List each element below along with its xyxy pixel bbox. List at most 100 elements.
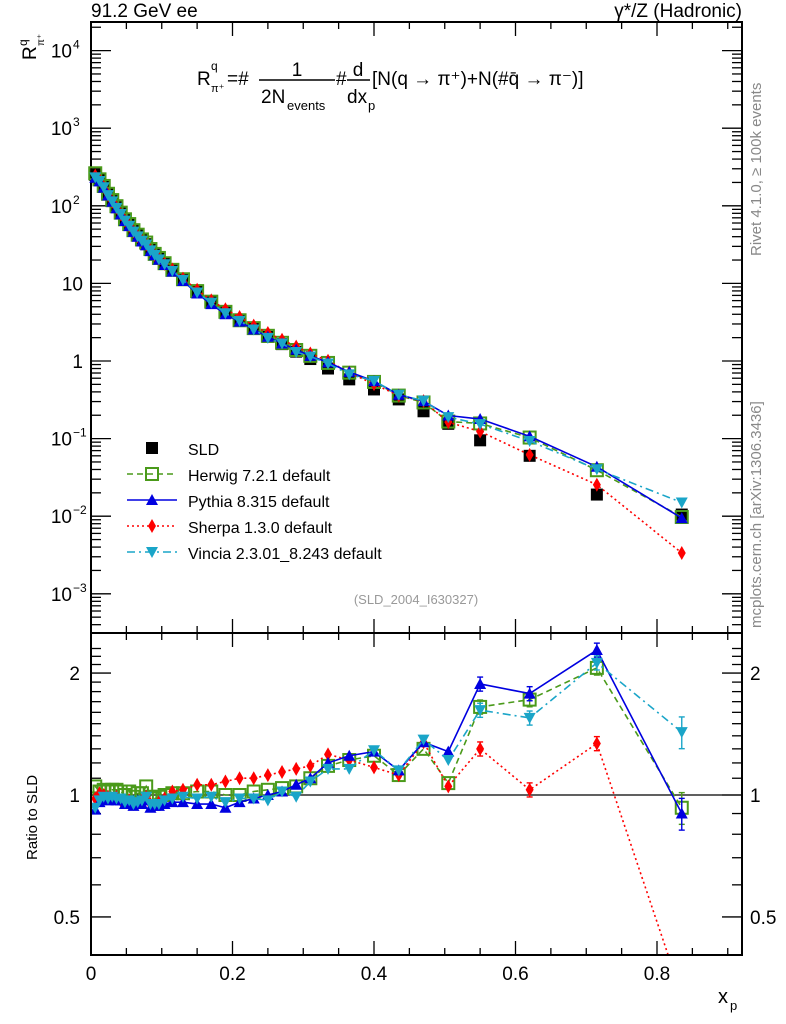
ratio-line-sherpa <box>94 740 669 954</box>
formula-eq: =# <box>227 69 249 90</box>
ratio-point-vincia <box>191 793 204 805</box>
point-vincia <box>290 346 303 358</box>
ratio-point-sherpa <box>235 771 244 786</box>
legend-marker-sld <box>146 442 158 454</box>
ylabel-main-sub: π⁺ <box>36 34 47 46</box>
point-vincia <box>417 395 430 407</box>
legend-item-sld: SLD <box>146 442 219 459</box>
title-right: γ*/Z (Hadronic) <box>614 1 742 22</box>
formula-frac2-den: dx <box>347 87 368 108</box>
point-sld <box>474 434 487 447</box>
point-vincia <box>590 464 603 476</box>
ratio-point-vincia <box>152 799 165 811</box>
y-tick-label-ratio-right: 2 <box>750 664 761 685</box>
point-vincia <box>219 308 232 320</box>
ratio-point-vincia <box>261 795 274 807</box>
formula-hash: # <box>336 69 347 90</box>
formula-frac2-num: d <box>353 60 364 81</box>
ratio-point-sherpa <box>193 777 202 792</box>
y-tick-label-main: 10 <box>62 274 83 295</box>
x-tick-label: 0.6 <box>502 964 528 985</box>
y-tick-label-base: 10 <box>51 42 72 63</box>
point-vincia <box>392 389 405 401</box>
line-sherpa <box>94 175 683 554</box>
y-tick-label-base: 10 <box>62 274 83 295</box>
ratio-point-vincia <box>205 791 218 803</box>
point-vincia <box>247 324 260 336</box>
ratio-plot-frame <box>90 632 743 956</box>
formula-frac1-num: 1 <box>292 60 303 81</box>
legend-label-sld: SLD <box>188 442 219 459</box>
x-tick-label: 0.4 <box>361 964 388 985</box>
ratio-series-sherpa <box>92 735 686 1002</box>
y-tick-label-exp: 3 <box>73 115 80 129</box>
point-vincia <box>442 412 455 424</box>
ratio-point-vincia <box>368 745 380 757</box>
ratio-point-vincia <box>417 734 430 746</box>
point-pythia <box>675 512 688 524</box>
formula-frac1-den: 2N <box>261 87 285 108</box>
formula-tail: [N(q → π⁺)+N(#q̄ → π⁻)] <box>372 69 584 90</box>
point-vincia <box>166 265 179 277</box>
ratio-point-sherpa <box>221 774 230 789</box>
legend-item-herwig: Herwig 7.2.1 default <box>127 467 331 485</box>
legend-item-vincia: Vincia 2.3.01_8.243 default <box>127 546 382 563</box>
point-vincia <box>158 259 171 271</box>
point-vincia <box>368 375 380 387</box>
y-tick-label-exp: 2 <box>73 193 80 207</box>
point-vincia <box>123 220 136 232</box>
ratio-axis-ticks: 0 0.2 0.4 0.6 0.8 2 2 1 1 0.5 0.5 <box>54 633 776 985</box>
legend-marker-pythia <box>146 494 158 505</box>
point-vincia <box>205 297 218 309</box>
y-tick-label-ratio-left: 0.5 <box>54 908 80 929</box>
y-tick-label-main: 10 2 <box>51 193 80 218</box>
point-sherpa <box>677 545 686 560</box>
ratio-point-pythia <box>205 798 218 810</box>
formula: R q π⁺ =# 1 2N events # d dx p [N(q → π⁺… <box>197 59 584 113</box>
ratio-point-vincia <box>392 765 405 777</box>
ratio-point-sherpa <box>324 747 333 762</box>
legend-label-herwig: Herwig 7.2.1 default <box>188 468 331 485</box>
ratio-point-sherpa <box>292 761 301 776</box>
y-tick-label-main: 10 4 <box>51 38 80 63</box>
point-vincia <box>233 315 246 327</box>
y-tick-label-base: 1 <box>72 352 83 373</box>
legend-marker-vincia <box>146 547 158 558</box>
analysis-label: (SLD_2004_I630327) <box>354 592 478 607</box>
formula-frac1-den-sub: events <box>287 98 326 113</box>
y-tick-label-main: 10 −2 <box>51 503 87 528</box>
xlabel-base: x <box>718 986 728 1008</box>
ratio-point-sherpa <box>444 779 453 794</box>
x-tick-label: 0.8 <box>644 964 670 985</box>
point-vincia <box>261 332 274 344</box>
series-vincia <box>89 172 688 509</box>
point-vincia <box>93 176 106 188</box>
formula-lhs-sub: π⁺ <box>211 83 225 95</box>
formula-lhs: R <box>197 69 211 90</box>
y-tick-label-base: 10 <box>51 197 72 218</box>
formula-lhs-sup: q <box>211 59 218 73</box>
ratio-panel: 0 0.2 0.4 0.6 0.8 2 2 1 1 0.5 0.5 <box>54 632 776 1002</box>
y-tick-label-main: 10 −1 <box>51 426 87 451</box>
y-tick-label-base: 10 <box>51 430 72 451</box>
ylabel-main-base: R <box>20 46 41 60</box>
ratio-point-vincia <box>166 793 179 805</box>
point-vincia <box>304 351 317 363</box>
ratio-point-sherpa <box>678 988 686 1002</box>
y-tick-label-main: 10 −3 <box>51 581 87 606</box>
y-tick-label-ratio-left: 1 <box>69 786 80 807</box>
ratio-point-sherpa <box>278 764 287 779</box>
ratio-point-sherpa <box>263 768 272 783</box>
ratio-point-vincia <box>442 755 455 767</box>
ratio-point-vincia <box>219 797 232 809</box>
legend-item-sherpa: Sherpa 1.3.0 default <box>127 519 333 537</box>
ratio-point-sherpa <box>370 760 378 775</box>
point-vincia <box>101 190 114 202</box>
y-tick-label-exp: −1 <box>73 426 87 440</box>
ylabel-main-sup: q <box>16 39 30 46</box>
ratio-point-vincia <box>290 791 303 803</box>
ratio-point-vincia <box>322 763 335 775</box>
ratio-point-vincia <box>233 793 246 805</box>
point-vincia <box>176 274 189 286</box>
